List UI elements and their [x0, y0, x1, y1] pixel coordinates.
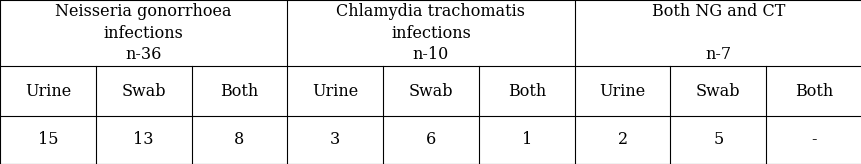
Text: 13: 13	[133, 131, 154, 148]
Text: Urine: Urine	[598, 82, 645, 100]
Text: -: -	[810, 131, 816, 148]
Text: Urine: Urine	[312, 82, 358, 100]
Text: 1: 1	[521, 131, 531, 148]
Text: Swab: Swab	[696, 82, 740, 100]
Text: 15: 15	[38, 131, 58, 148]
Text: 2: 2	[616, 131, 627, 148]
Text: 6: 6	[425, 131, 436, 148]
Text: Both: Both	[794, 82, 833, 100]
Text: Swab: Swab	[408, 82, 453, 100]
Text: 3: 3	[330, 131, 340, 148]
Text: Both: Both	[220, 82, 258, 100]
Text: Urine: Urine	[25, 82, 71, 100]
Text: Both NG and CT

n-7: Both NG and CT n-7	[651, 3, 784, 63]
Text: Swab: Swab	[121, 82, 165, 100]
Text: 5: 5	[712, 131, 722, 148]
Text: Both: Both	[507, 82, 545, 100]
Text: 8: 8	[234, 131, 245, 148]
Text: Neisseria gonorrhoea
infections
n-36: Neisseria gonorrhoea infections n-36	[55, 3, 232, 63]
Text: Chlamydia trachomatis
infections
n-10: Chlamydia trachomatis infections n-10	[336, 3, 525, 63]
